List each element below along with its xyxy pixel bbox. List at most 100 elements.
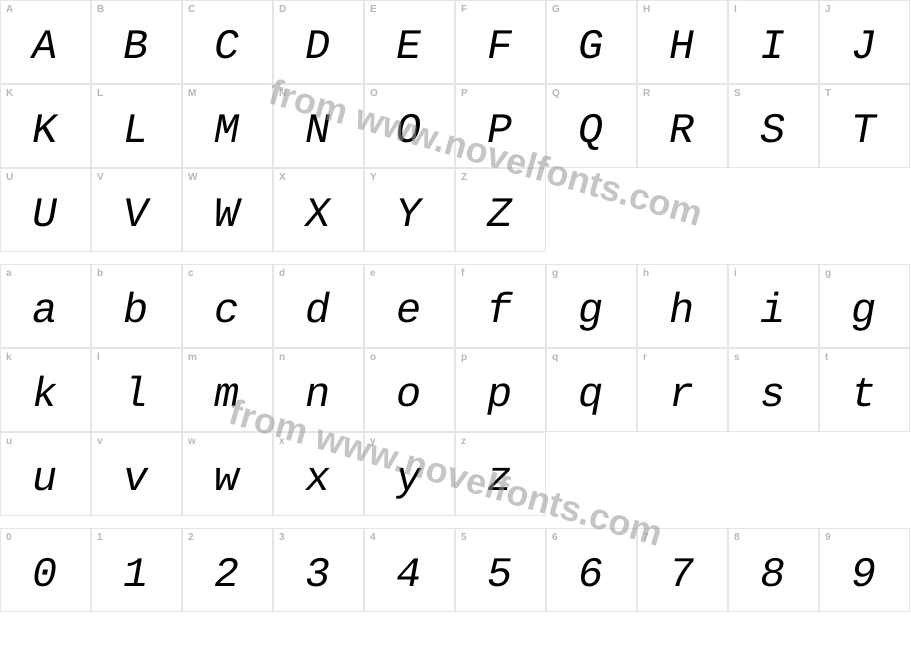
cell-glyph: 1 <box>120 554 154 596</box>
glyph-cell: 44 <box>364 528 455 612</box>
cell-glyph: I <box>757 26 791 68</box>
cell-glyph: 8 <box>757 554 791 596</box>
cell-label: y <box>370 436 376 447</box>
glyph-cell: VV <box>91 168 182 252</box>
cell-label: O <box>370 88 378 99</box>
cell-glyph: n <box>302 374 336 416</box>
cell-glyph: 5 <box>484 554 518 596</box>
cell-glyph: Q <box>575 110 609 152</box>
grid-row: KKLLMMNNOOPPQQRRSSTT <box>0 84 911 168</box>
cell-label: H <box>643 4 650 15</box>
cell-label: o <box>370 352 376 363</box>
cell-label: 9 <box>825 532 831 543</box>
cell-label: Z <box>461 172 467 183</box>
cell-label: Y <box>370 172 377 183</box>
cell-glyph: E <box>393 26 427 68</box>
glyph-cell: JJ <box>819 0 910 84</box>
cell-label: 5 <box>461 532 467 543</box>
cell-label: f <box>461 268 464 279</box>
cell-label: x <box>279 436 285 447</box>
grid-row: uuvvwwxxyyzz <box>0 432 911 516</box>
cell-glyph: F <box>484 26 518 68</box>
cell-label: F <box>461 4 467 15</box>
cell-label: a <box>6 268 12 279</box>
cell-label: B <box>97 4 104 15</box>
cell-label: 3 <box>279 532 285 543</box>
cell-glyph: t <box>848 374 882 416</box>
cell-label: t <box>825 352 828 363</box>
cell-glyph: 9 <box>848 554 882 596</box>
glyph-cell: QQ <box>546 84 637 168</box>
cell-glyph: R <box>666 110 700 152</box>
glyph-cell: OO <box>364 84 455 168</box>
glyph-cell: 77 <box>637 528 728 612</box>
cell-label: 6 <box>552 532 558 543</box>
glyph-cell: bb <box>91 264 182 348</box>
glyph-cell: ss <box>728 348 819 432</box>
cell-glyph: X <box>302 194 336 236</box>
glyph-cell: oo <box>364 348 455 432</box>
glyph-cell: 55 <box>455 528 546 612</box>
glyph-cell: kk <box>0 348 91 432</box>
glyph-cell: YY <box>364 168 455 252</box>
cell-glyph: 7 <box>666 554 700 596</box>
cell-glyph: l <box>120 374 154 416</box>
grid-row: 00112233445566778899 <box>0 528 911 612</box>
glyph-cell: MM <box>182 84 273 168</box>
glyph-cell: KK <box>0 84 91 168</box>
cell-label: s <box>734 352 740 363</box>
cell-label: I <box>734 4 737 15</box>
cell-label: c <box>188 268 194 279</box>
cell-label: X <box>279 172 286 183</box>
glyph-cell: vv <box>91 432 182 516</box>
glyph-cell: LL <box>91 84 182 168</box>
cell-label: d <box>279 268 285 279</box>
cell-label: T <box>825 88 831 99</box>
cell-glyph: s <box>757 374 791 416</box>
cell-glyph: q <box>575 374 609 416</box>
glyph-cell: BB <box>91 0 182 84</box>
character-map-grid: AABBCCDDEEFFGGHHIIJJKKLLMMNNOOPPQQRRSSTT… <box>0 0 911 612</box>
glyph-cell: qq <box>546 348 637 432</box>
grid-row: AABBCCDDEEFFGGHHIIJJ <box>0 0 911 84</box>
glyph-cell: nn <box>273 348 364 432</box>
cell-label: v <box>97 436 103 447</box>
glyph-cell: ff <box>455 264 546 348</box>
cell-label: D <box>279 4 286 15</box>
glyph-cell: HH <box>637 0 728 84</box>
glyph-cell: hh <box>637 264 728 348</box>
cell-glyph: V <box>120 194 154 236</box>
cell-glyph: w <box>211 458 245 500</box>
cell-label: g <box>825 268 831 279</box>
cell-label: g <box>552 268 558 279</box>
cell-glyph: y <box>393 458 427 500</box>
cell-label: q <box>552 352 558 363</box>
glyph-cell: RR <box>637 84 728 168</box>
cell-glyph: J <box>848 26 882 68</box>
glyph-cell: 00 <box>0 528 91 612</box>
section-spacer <box>0 252 911 264</box>
glyph-cell: ww <box>182 432 273 516</box>
cell-label: i <box>734 268 737 279</box>
cell-label: N <box>279 88 286 99</box>
cell-glyph: o <box>393 374 427 416</box>
section-spacer <box>0 516 911 528</box>
glyph-cell: gg <box>819 264 910 348</box>
glyph-cell: zz <box>455 432 546 516</box>
cell-label: n <box>279 352 285 363</box>
glyph-cell: 66 <box>546 528 637 612</box>
cell-glyph: T <box>848 110 882 152</box>
glyph-cell: aa <box>0 264 91 348</box>
glyph-cell: dd <box>273 264 364 348</box>
glyph-cell: FF <box>455 0 546 84</box>
cell-label: C <box>188 4 195 15</box>
glyph-cell: tt <box>819 348 910 432</box>
cell-glyph: m <box>211 374 245 416</box>
cell-glyph: H <box>666 26 700 68</box>
cell-glyph: N <box>302 110 336 152</box>
cell-label: J <box>825 4 831 15</box>
cell-label: M <box>188 88 196 99</box>
cell-glyph: d <box>302 290 336 332</box>
glyph-cell: EE <box>364 0 455 84</box>
cell-glyph: O <box>393 110 427 152</box>
